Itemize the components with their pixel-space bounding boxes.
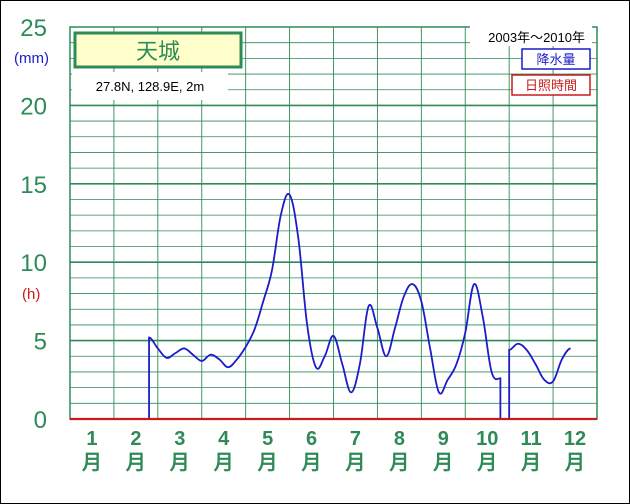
legend-rain-label: 降水量 [536,52,575,67]
x-tick-number: 9 [438,428,449,450]
x-tick-number: 5 [262,428,273,450]
x-tick-unit: 月 [344,452,365,474]
x-tick-unit: 月 [388,452,409,474]
x-tick-number: 1 [86,428,97,450]
station-box [73,31,243,69]
x-tick-number: 12 [564,428,586,450]
legend-sunshine-box [511,74,591,96]
x-tick-unit: 月 [257,452,278,474]
precipitation-series-line [508,342,571,419]
location-box [72,72,228,100]
x-tick-unit: 月 [125,452,146,474]
x-tick-number: 3 [174,428,185,450]
series-layer [70,192,597,421]
period-box [470,26,592,46]
x-tick-unit: 月 [301,452,322,474]
y-tick-label: 20 [20,93,47,120]
legend-rain-box [521,48,591,70]
x-tick-unit: 月 [169,452,190,474]
x-tick-number: 10 [476,428,498,450]
x-tick-unit: 月 [213,452,234,474]
x-tick-number: 8 [394,428,405,450]
y-tick-label: 10 [20,250,47,277]
y-unit-h: (h) [22,286,40,303]
location-text: 27.8N, 128.9E, 2m [96,79,204,94]
y-axis-ticks: 0 5 10 15 20 25 [20,15,47,434]
x-tick-number: 2 [130,428,141,450]
y-tick-label: 25 [20,15,47,42]
x-tick-number: 6 [306,428,317,450]
x-tick-number: 4 [218,428,230,450]
y-tick-label: 15 [20,172,47,199]
x-tick-unit: 月 [432,452,453,474]
x-tick-unit: 月 [476,452,497,474]
y-tick-label: 5 [34,329,47,356]
x-tick-number: 7 [350,428,361,450]
major-grid [70,104,597,342]
period-text: 2003年〜2010年 [488,30,585,45]
legend-sunshine-label: 日照時間 [525,78,577,93]
x-tick-unit: 月 [520,452,541,474]
x-tick-number: 11 [521,428,542,450]
y-tick-label: 0 [34,407,47,434]
y-unit-mm: (mm) [14,50,49,67]
x-tick-unit: 月 [81,452,102,474]
station-name: 天城 [136,39,180,64]
x-tick-unit: 月 [564,452,585,474]
precipitation-series-line [148,192,502,419]
